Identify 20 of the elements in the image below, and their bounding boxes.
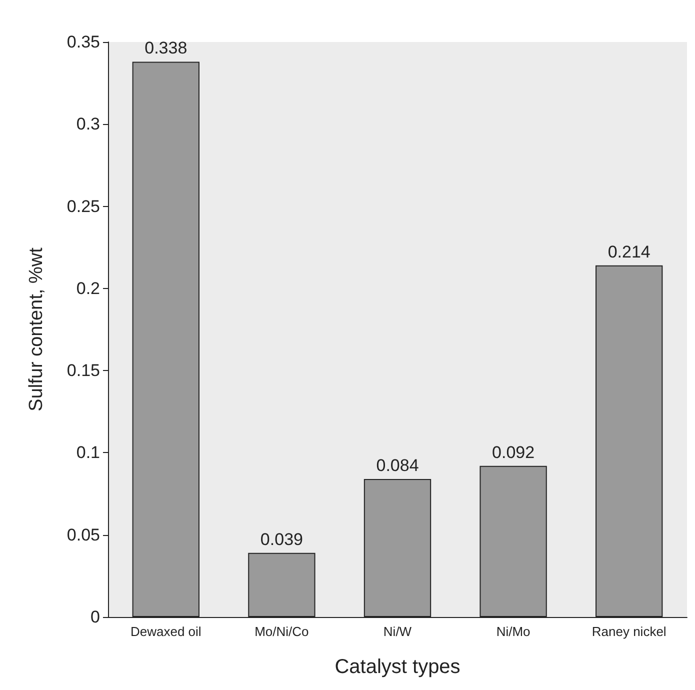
x-tick-label: Ni/Mo xyxy=(496,624,530,639)
data-label: 0.092 xyxy=(492,442,535,462)
data-label: 0.084 xyxy=(376,456,419,475)
data-label: 0.039 xyxy=(260,530,303,549)
x-tick-label: Ni/W xyxy=(383,624,412,639)
x-axis-title: Catalyst types xyxy=(334,656,460,678)
x-tick-label: Mo/Ni/Co xyxy=(254,624,309,639)
x-tick-label: Raney nickel xyxy=(592,624,666,639)
y-tick-label: 0.2 xyxy=(76,278,100,298)
data-label: 0.338 xyxy=(144,38,188,58)
y-tick-label: 0.3 xyxy=(76,114,100,134)
y-tick-label: 0.25 xyxy=(66,196,100,216)
x-tick-label: Dewaxed oil xyxy=(130,624,202,639)
data-label: 0.214 xyxy=(608,242,650,262)
y-axis-title: Sulfur content, %wt xyxy=(26,246,47,412)
y-tick-label: 0.05 xyxy=(66,525,100,544)
y-tick-label: 0.15 xyxy=(66,361,100,380)
y-tick-label: 0 xyxy=(90,608,100,626)
y-tick-label: 0.1 xyxy=(76,443,100,462)
y-tick-label: 0.35 xyxy=(66,32,100,52)
